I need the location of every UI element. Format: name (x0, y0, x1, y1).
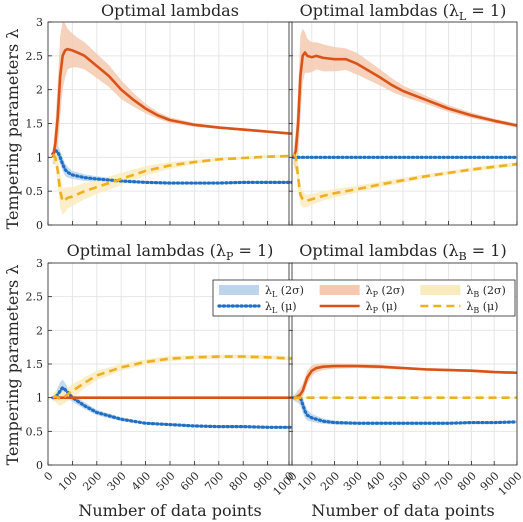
series-line-l (51, 148, 292, 185)
y-tick-label: 2 (36, 324, 43, 337)
y-tick-label: 3 (36, 257, 43, 270)
y-tick-label: 0 (36, 219, 43, 232)
legend-label: λP (μ) (366, 300, 398, 315)
confidence-band-l (293, 389, 517, 425)
y-tick-label: 0 (36, 459, 43, 472)
panel-title: Optimal lambdas (λL = 1) (300, 1, 507, 23)
x-axis-label-right: Number of data points (311, 501, 494, 520)
series-line-b (292, 153, 517, 202)
y-tick-label: 1.5 (26, 358, 44, 371)
legend-label: λB (μ) (466, 300, 498, 315)
panel-title: Optimal lambdas (λP = 1) (67, 241, 274, 263)
y-tick-label: 3 (36, 16, 43, 29)
y-tick-label: 1.5 (26, 118, 44, 131)
y-tick-label: 2.5 (26, 50, 44, 63)
x-axis-label-left: Number of data points (78, 501, 261, 520)
series-line-p (292, 51, 517, 158)
y-tick-label: 1 (36, 392, 43, 405)
series-line-b (52, 355, 292, 401)
y-tick-label: 0.5 (26, 425, 44, 438)
confidence-band-p (293, 28, 517, 171)
legend-label: λL (μ) (265, 300, 297, 315)
chart-panel-lambda-l-fixed: Optimal lambdas (λL = 1) (288, 1, 518, 226)
series-line-l (51, 385, 292, 429)
legend-label: λB (2σ) (466, 284, 505, 299)
confidence-band-b (293, 150, 517, 208)
panel-title: Optimal lambdas (101, 1, 239, 20)
legend-box (212, 279, 516, 317)
legend-swatch-band-l (219, 285, 259, 295)
y-axis-label-bottom: Tempering parameters λ (3, 265, 22, 466)
y-tick-label: 2 (36, 84, 43, 97)
y-tick-label: 0.5 (26, 185, 44, 198)
legend-label: λL (2σ) (265, 284, 304, 299)
y-tick-label: 1 (36, 151, 43, 164)
legend-swatch-band-b (420, 285, 461, 295)
legend-swatch-band-p (319, 285, 360, 295)
confidence-band-b (52, 354, 292, 406)
legend: λL (2σ) λP (2σ) λB (2σ) λL (μ) λP (μ) λB (μ) (212, 279, 516, 317)
y-axis-label-top: Tempering parameters λ (3, 29, 22, 230)
series-line-p (293, 364, 517, 399)
legend-label: λP (2σ) (366, 284, 405, 299)
y-tick-label: 2.5 (26, 291, 44, 304)
series-line-b (51, 153, 292, 203)
panel-title: Optimal lambdas (λB = 1) (299, 241, 506, 263)
series-line-p (51, 47, 292, 158)
